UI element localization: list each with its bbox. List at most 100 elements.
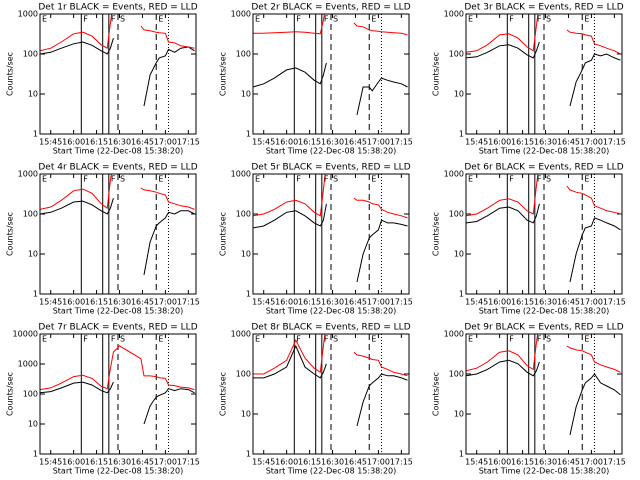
marker-label: F [537, 15, 542, 24]
x-tick-label: 17:15 [603, 458, 626, 467]
x-tick-label: 16:00 [488, 298, 511, 307]
marker-label: S [546, 335, 551, 344]
axes-frame [252, 333, 410, 455]
x-axis-label: Start Time (22-Dec-08 15:38:20) [53, 147, 184, 156]
x-tick-label: 16:30 [108, 298, 131, 307]
series-line [253, 14, 408, 36]
x-tick-label: 17:00 [580, 458, 603, 467]
panel: Det 8r BLACK = Events, RED = LLD Counts/s… [219, 323, 413, 476]
y-tick-label: 100 [449, 370, 464, 379]
y-axis-label: Counts/sec [432, 372, 441, 416]
panel: Det 9r BLACK = Events, RED = LLD Counts/s… [432, 323, 626, 476]
y-tick-label: 1000 [18, 360, 38, 369]
x-tick-label: 16:00 [62, 298, 85, 307]
plot-area [253, 334, 408, 454]
marker-label: F [509, 175, 514, 184]
series-line [466, 174, 621, 217]
chart-title: Det 4r BLACK = Events, RED = LLD [38, 163, 197, 173]
series-line [466, 203, 621, 283]
marker-label: S [333, 15, 338, 24]
x-tick-label: 17:00 [580, 138, 603, 147]
y-tick-label: 100 [23, 50, 38, 59]
x-tick-label: 16:30 [321, 458, 344, 467]
plot-area [253, 174, 408, 294]
marker-label: E [468, 175, 473, 184]
y-axis-label: Counts/sec [6, 212, 15, 256]
marker-label: E [584, 15, 589, 24]
x-tick-label: 16:45 [131, 458, 154, 467]
x-tick-label: 16:45 [557, 298, 580, 307]
x-tick-label: 16:15 [85, 458, 108, 467]
marker-label: E [158, 335, 163, 344]
marker-label: E [158, 175, 163, 184]
x-tick-label: 15:45 [465, 298, 488, 307]
marker-label: E [255, 15, 260, 24]
x-tick-label: 16:15 [511, 298, 534, 307]
marker-label: E [468, 335, 473, 344]
series-line [40, 197, 195, 275]
x-axis-label: Start Time (22-Dec-08 15:38:20) [479, 307, 610, 316]
x-axis-label: Start Time (22-Dec-08 15:38:20) [479, 147, 610, 156]
series-line [40, 174, 195, 210]
plot-area [466, 14, 621, 134]
y-tick-label: 10 [241, 410, 251, 419]
x-axis-label: Start Time (22-Dec-08 15:38:20) [479, 467, 610, 476]
marker-label: F [324, 15, 329, 24]
series-line [40, 37, 195, 107]
x-tick-label: 16:00 [488, 138, 511, 147]
series-line [466, 334, 621, 373]
chart-title: Det 1r BLACK = Events, RED = LLD [38, 3, 197, 13]
marker-label: F [509, 15, 514, 24]
panel: Det 3r BLACK = Events, RED = LLD Counts/s… [432, 3, 626, 156]
x-tick-label: 17:00 [154, 138, 177, 147]
panel: Det 5r BLACK = Events, RED = LLD Counts/s… [219, 163, 413, 316]
marker-label: F [296, 15, 301, 24]
x-tick-label: 17:15 [390, 458, 413, 467]
marker-label: E [468, 15, 473, 24]
x-axis-label: Start Time (22-Dec-08 15:38:20) [266, 147, 397, 156]
y-axis-label: Counts/sec [219, 52, 228, 96]
chart-title: Det 9r BLACK = Events, RED = LLD [464, 323, 623, 333]
plot-area [253, 14, 408, 134]
y-tick-label: 1000 [444, 330, 464, 339]
series-line [253, 174, 408, 219]
marker-label: E [158, 15, 163, 24]
axes-frame [39, 333, 197, 455]
marker-label: F [83, 175, 88, 184]
x-tick-label: 17:15 [177, 138, 200, 147]
y-tick-label: 1 [33, 290, 38, 299]
marker-label: F [509, 335, 514, 344]
y-axis-label: Counts/sec [6, 52, 15, 96]
chart-title: Det 6r BLACK = Events, RED = LLD [464, 163, 623, 173]
x-tick-label: 15:45 [252, 298, 275, 307]
y-axis-label: Counts/sec [219, 372, 228, 416]
x-tick-label: 16:45 [344, 298, 367, 307]
y-axis-label: Counts/sec [6, 372, 15, 416]
series-line [253, 344, 408, 427]
y-tick-label: 100 [449, 210, 464, 219]
x-tick-label: 15:45 [465, 138, 488, 147]
x-tick-label: 16:00 [488, 458, 511, 467]
y-tick-label: 1000 [231, 330, 251, 339]
series-line [466, 41, 621, 107]
x-tick-label: 15:45 [39, 138, 62, 147]
y-axis-label: Counts/sec [432, 212, 441, 256]
y-tick-label: 100 [23, 390, 38, 399]
y-tick-label: 10 [241, 250, 251, 259]
x-tick-label: 16:45 [557, 458, 580, 467]
plot-area [40, 334, 195, 454]
x-tick-label: 16:15 [298, 138, 321, 147]
axes-frame [465, 333, 623, 455]
y-axis-label: Counts/sec [219, 212, 228, 256]
y-tick-label: 1000 [18, 170, 38, 179]
marker-label: F [324, 335, 329, 344]
y-tick-label: 1 [246, 450, 251, 459]
x-tick-label: 15:45 [465, 458, 488, 467]
marker-label: S [333, 335, 338, 344]
y-tick-label: 10 [28, 420, 38, 429]
x-tick-label: 16:45 [131, 298, 154, 307]
series-line [466, 359, 621, 436]
marker-label: F [83, 335, 88, 344]
y-tick-label: 100 [449, 50, 464, 59]
marker-label: E [42, 175, 47, 184]
